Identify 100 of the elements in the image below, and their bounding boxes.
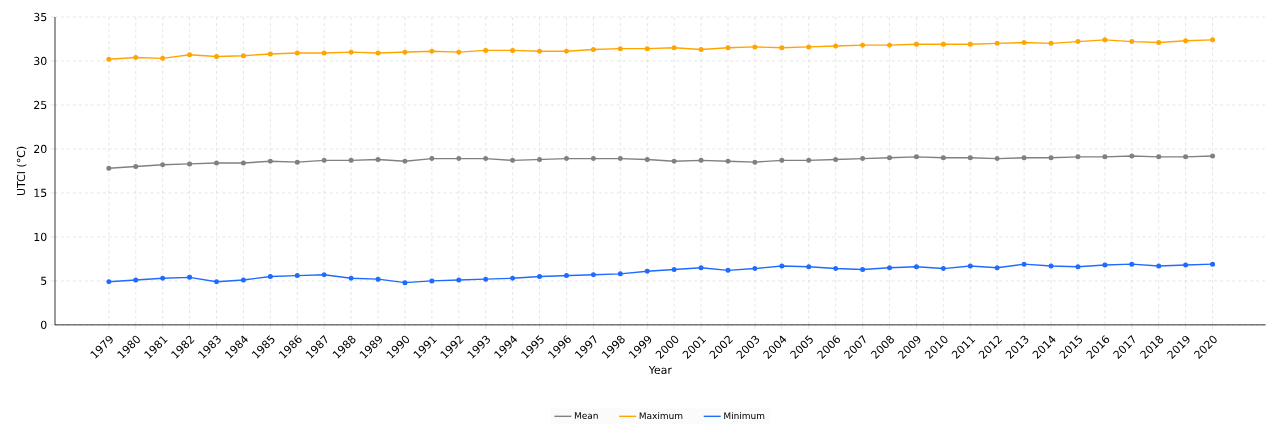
point [617, 271, 623, 277]
point [187, 52, 193, 58]
point [106, 279, 112, 285]
point [887, 42, 893, 48]
point [1183, 154, 1189, 160]
point [510, 157, 516, 163]
point [214, 160, 220, 166]
point [887, 265, 893, 271]
point [348, 49, 354, 55]
point [294, 273, 300, 279]
point [806, 157, 812, 163]
point [483, 47, 489, 53]
point [1075, 154, 1081, 160]
point [967, 263, 973, 269]
point [779, 45, 785, 51]
legend-label: Mean [574, 412, 598, 420]
point [240, 277, 246, 283]
point [214, 279, 220, 285]
point [644, 46, 650, 52]
point [1048, 40, 1054, 46]
point [160, 55, 166, 61]
point [1021, 261, 1027, 267]
point [725, 45, 731, 51]
point [967, 41, 973, 47]
point [671, 267, 677, 273]
point [779, 263, 785, 269]
y-tick-label: 0 [40, 320, 47, 330]
point [1183, 38, 1189, 44]
point [267, 51, 273, 57]
y-tick-label: 5 [41, 276, 47, 286]
point [1183, 262, 1189, 268]
point [590, 156, 596, 162]
y-axis-title: UTCI (°C) [16, 146, 27, 196]
point [698, 265, 704, 271]
point [671, 158, 677, 164]
point [483, 276, 489, 282]
point [321, 50, 327, 56]
point [187, 274, 193, 280]
point [133, 164, 139, 170]
point [806, 264, 812, 270]
point [1210, 261, 1216, 267]
point [913, 154, 919, 160]
point [106, 165, 112, 171]
point [913, 264, 919, 270]
point [590, 47, 596, 53]
point [752, 44, 758, 50]
point [671, 45, 677, 51]
point [940, 155, 946, 161]
point [1129, 261, 1135, 267]
point [267, 274, 273, 280]
point [348, 157, 354, 163]
y-tick-label: 20 [34, 144, 47, 154]
point [537, 157, 543, 163]
point [725, 267, 731, 273]
point [1021, 155, 1027, 161]
point [860, 267, 866, 273]
point [1156, 154, 1162, 160]
point [1021, 40, 1027, 46]
point [1048, 155, 1054, 161]
point [429, 48, 435, 54]
point [1048, 263, 1054, 269]
point [833, 266, 839, 272]
point [1075, 264, 1081, 270]
point [106, 56, 112, 62]
point [994, 40, 1000, 46]
point [537, 48, 543, 54]
point [429, 278, 435, 284]
point [994, 156, 1000, 162]
point [375, 276, 381, 282]
point [1102, 262, 1108, 268]
point [160, 162, 166, 168]
point [725, 158, 731, 164]
point [133, 55, 139, 61]
point [456, 277, 462, 283]
point [563, 156, 569, 162]
point [483, 156, 489, 162]
point [240, 160, 246, 166]
point [510, 275, 516, 281]
point [456, 156, 462, 162]
point [833, 43, 839, 49]
point [887, 155, 893, 161]
point [348, 275, 354, 281]
point [994, 265, 1000, 271]
point [456, 49, 462, 55]
point [1156, 263, 1162, 269]
point [321, 157, 327, 163]
point [644, 268, 650, 274]
y-tick-label: 30 [34, 56, 47, 66]
point [402, 49, 408, 55]
point [590, 272, 596, 278]
point [806, 44, 812, 50]
point [510, 47, 516, 53]
point [698, 157, 704, 163]
point [698, 47, 704, 53]
point [940, 41, 946, 47]
point [617, 156, 623, 162]
point [752, 159, 758, 165]
point [402, 280, 408, 286]
point [833, 157, 839, 163]
point [294, 159, 300, 165]
